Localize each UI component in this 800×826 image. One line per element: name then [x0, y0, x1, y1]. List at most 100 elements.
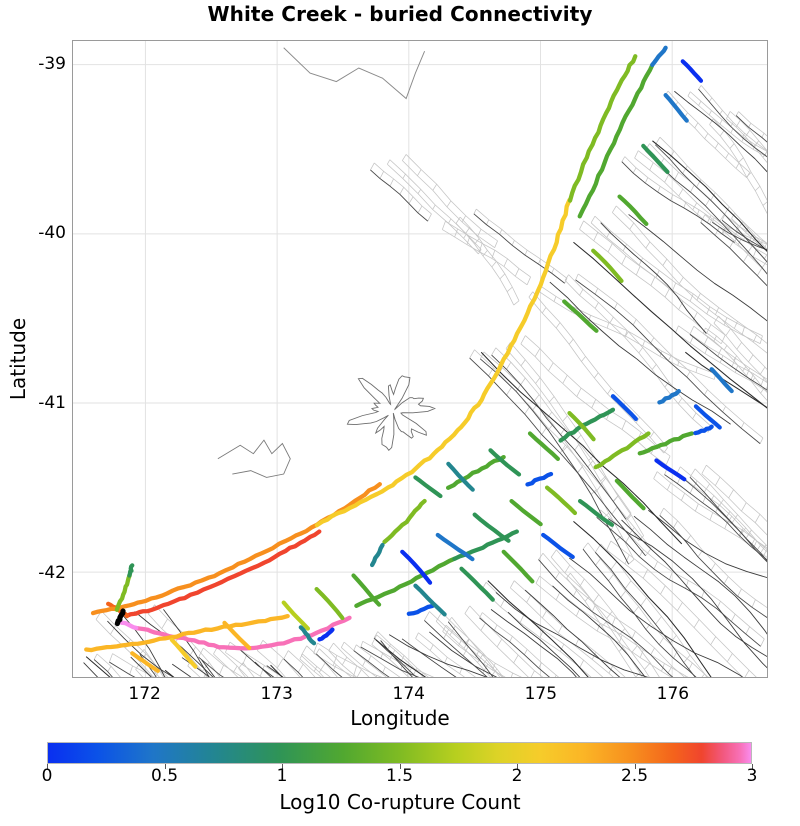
- co-rupture-trace[interactable]: [509, 498, 543, 527]
- colorbar-tick-mark: [399, 764, 401, 769]
- fault-section-polygon: [464, 605, 544, 677]
- co-rupture-trace[interactable]: [637, 431, 695, 456]
- fault-section-polygon: [402, 154, 498, 248]
- co-rupture-trace[interactable]: [709, 367, 734, 394]
- fault-surface-trace: [676, 472, 767, 563]
- colorbar-gradient[interactable]: [47, 742, 752, 764]
- co-rupture-trace[interactable]: [577, 62, 655, 219]
- co-rupture-trace[interactable]: [544, 485, 578, 516]
- co-rupture-trace[interactable]: [610, 394, 638, 422]
- co-rupture-trace[interactable]: [527, 431, 560, 461]
- co-rupture-trace[interactable]: [614, 478, 646, 511]
- fault-surface-trace: [712, 221, 767, 250]
- fault-surface-trace: [633, 515, 767, 635]
- colorbar-tick-mark: [752, 764, 753, 769]
- co-rupture-trace[interactable]: [593, 431, 651, 470]
- map-plot-area[interactable]: [72, 40, 768, 678]
- co-rupture-trace[interactable]: [125, 529, 322, 618]
- fault-section-polygon: [93, 653, 121, 677]
- co-rupture-trace[interactable]: [488, 448, 522, 477]
- fault-section-polygon: [664, 90, 751, 179]
- co-rupture-trace[interactable]: [317, 627, 335, 642]
- fault-surface-trace: [487, 580, 589, 677]
- fault-section-polygon: [689, 325, 767, 391]
- co-rupture-trace[interactable]: [84, 613, 290, 653]
- co-rupture-trace[interactable]: [445, 454, 506, 490]
- co-rupture-trace[interactable]: [446, 461, 475, 492]
- fault-surface-trace: [401, 638, 457, 677]
- fault-section-polygon: [594, 543, 708, 677]
- fault-surface-trace: [573, 520, 712, 677]
- fault-section-polygon: [726, 111, 767, 163]
- x-tick-label: 175: [524, 684, 558, 704]
- fault-surface-trace: [424, 620, 488, 677]
- fault-surface-trace: [575, 279, 761, 444]
- co-rupture-trace[interactable]: [577, 498, 615, 527]
- co-rupture-trace[interactable]: [114, 608, 126, 627]
- co-rupture-trace[interactable]: [657, 388, 681, 405]
- co-rupture-trace[interactable]: [567, 54, 638, 203]
- co-rupture-trace[interactable]: [567, 411, 596, 442]
- fault-section-polygon: [664, 466, 767, 561]
- co-rupture-trace[interactable]: [133, 615, 352, 651]
- co-rupture-trace[interactable]: [591, 248, 624, 284]
- co-rupture-trace[interactable]: [298, 625, 317, 646]
- fault-section-polygon: [479, 612, 560, 677]
- fault-section-polygon: [491, 347, 632, 520]
- co-rupture-trace[interactable]: [472, 512, 511, 543]
- co-rupture-trace[interactable]: [314, 586, 345, 621]
- fault-section-polygon: [606, 540, 757, 677]
- co-rupture-trace[interactable]: [382, 498, 427, 545]
- co-rupture-trace[interactable]: [369, 542, 385, 568]
- chart-title: White Creek - buried Connectivity: [207, 2, 593, 26]
- co-rupture-trace[interactable]: [525, 471, 554, 487]
- co-rupture-trace[interactable]: [400, 549, 433, 585]
- fault-surface-trace: [698, 88, 767, 158]
- fault-section-polygon: [238, 662, 255, 677]
- co-rupture-trace[interactable]: [558, 407, 616, 443]
- fault-surface-trace: [238, 648, 275, 677]
- co-rupture-trace[interactable]: [693, 404, 722, 430]
- fault-section-polygon: [510, 580, 626, 677]
- co-rupture-trace[interactable]: [413, 583, 447, 617]
- fault-section-polygon: [582, 542, 709, 677]
- fault-surface-trace: [674, 90, 767, 173]
- fault-section-polygon: [198, 647, 243, 677]
- co-rupture-trace[interactable]: [562, 299, 599, 333]
- colorbar-tick-mark: [517, 764, 518, 769]
- y-tick-label: -39: [38, 53, 66, 74]
- colorbar-tick-label: 1: [276, 766, 288, 786]
- co-rupture-trace[interactable]: [617, 194, 649, 227]
- co-rupture-trace[interactable]: [663, 93, 689, 123]
- co-rupture-trace[interactable]: [130, 651, 160, 673]
- co-rupture-trace[interactable]: [90, 482, 382, 616]
- co-rupture-trace[interactable]: [117, 619, 139, 631]
- fault-surface-traces: [83, 47, 767, 677]
- fault-surface-trace: [689, 476, 767, 562]
- co-rupture-trace[interactable]: [406, 603, 435, 616]
- co-rupture-trace[interactable]: [501, 549, 535, 584]
- co-rupture-trace[interactable]: [169, 637, 198, 669]
- map-svg: [73, 41, 767, 677]
- co-rupture-trace[interactable]: [693, 424, 714, 436]
- colorbar-tick-label: 0: [41, 766, 53, 786]
- fault-section-polygon: [713, 315, 767, 383]
- co-rupture-trace[interactable]: [459, 566, 495, 602]
- co-rupture-trace[interactable]: [314, 197, 572, 528]
- co-rupture-trace[interactable]: [641, 143, 670, 174]
- fault-surface-trace: [495, 592, 649, 677]
- co-rupture-trace[interactable]: [435, 532, 475, 562]
- co-rupture-trace[interactable]: [654, 458, 687, 482]
- fault-surface-trace: [473, 213, 565, 284]
- co-rupture-trace[interactable]: [650, 45, 668, 67]
- co-rupture-trace[interactable]: [127, 563, 135, 578]
- co-rupture-trace[interactable]: [222, 620, 252, 651]
- co-rupture-trace[interactable]: [114, 573, 132, 612]
- co-rupture-trace[interactable]: [281, 600, 311, 631]
- fault-surface-trace: [700, 222, 767, 287]
- co-rupture-trace[interactable]: [413, 475, 443, 499]
- co-rupture-trace[interactable]: [541, 532, 575, 560]
- co-rupture-trace[interactable]: [680, 59, 704, 83]
- fault-surface-trace: [538, 559, 674, 677]
- co-rupture-trace[interactable]: [351, 573, 382, 607]
